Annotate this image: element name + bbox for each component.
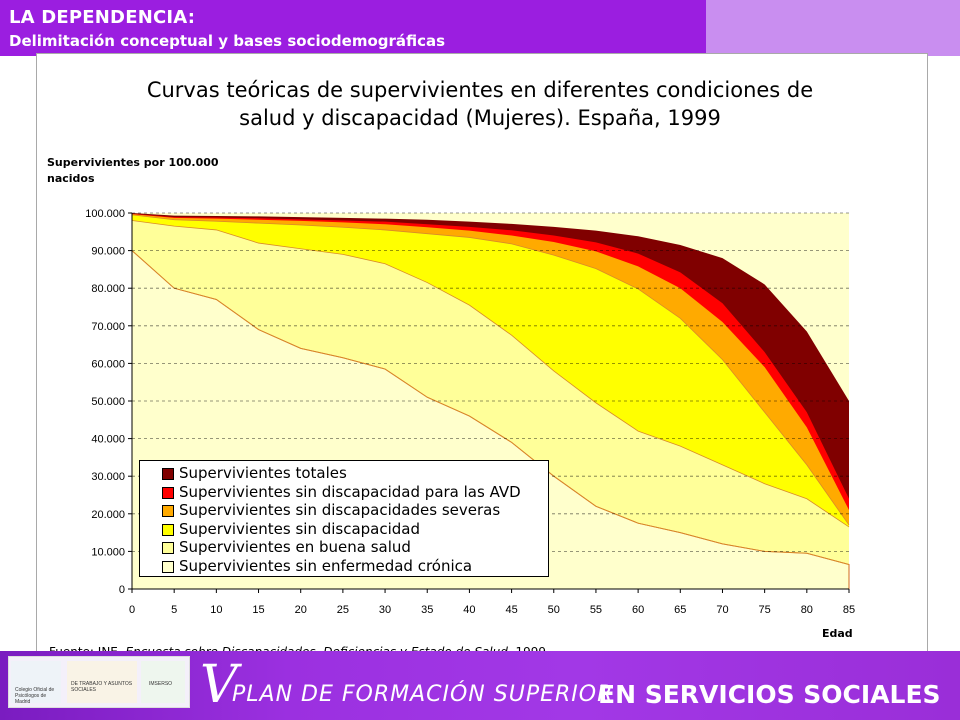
- y-tick-labels: 0 10.000 20.000 30.000 40.000 50.000 60.000 70.…: [85, 208, 132, 596]
- y-tick-label: 100.000: [85, 208, 125, 220]
- x-tick-label: 40: [463, 604, 475, 616]
- y-tick-label: 70.000: [91, 321, 125, 333]
- psychologists-college-logo: Colegio Oficial de Psicólogos de Madrid: [11, 661, 61, 705]
- x-tick-label: 70: [716, 604, 728, 616]
- header-title: LA DEPENDENCIA:: [9, 7, 196, 28]
- y-axis-label: Supervivientes por 100.000 nacidos: [47, 155, 247, 187]
- header-subtitle: Delimitación conceptual y bases sociodem…: [9, 32, 446, 50]
- legend-swatch: [162, 542, 174, 554]
- chart-title: Curvas teóricas de supervivientes en dif…: [0, 76, 960, 132]
- legend-label: Supervivientes en buena salud: [179, 538, 411, 556]
- x-tick-label: 5: [171, 604, 177, 616]
- x-tick-label: 35: [421, 604, 433, 616]
- y-tick-label: 40.000: [91, 434, 125, 446]
- ministry-logo: DE TRABAJO Y ASUNTOS SOCIALES: [67, 661, 137, 703]
- y-tick-label: 10.000: [91, 546, 125, 558]
- x-axis-label: Edad: [822, 627, 853, 640]
- x-tick-label: 55: [590, 604, 602, 616]
- x-tick-label: 75: [759, 604, 771, 616]
- y-axis-label-line-2: nacidos: [47, 172, 95, 185]
- x-tick-label: 0: [129, 604, 135, 616]
- x-tick-label: 85: [843, 604, 855, 616]
- legend-label: Supervivientes sin discapacidad para las…: [179, 482, 521, 501]
- legend-swatch: [162, 486, 174, 499]
- legend-swatch: [162, 560, 174, 573]
- legend-label: Supervivientes sin discapacidad: [179, 519, 421, 538]
- legend-swatch: [162, 523, 174, 536]
- legend-label: Supervivientes sin enfermedad crónica: [179, 556, 473, 575]
- footer-services-text: EN SERVICIOS SOCIALES: [598, 680, 941, 709]
- x-tick-labels: 0 5 10 15 20 25 30 35 40 45 50 55 60 65 70 75 80 85: [129, 589, 855, 616]
- x-tick-label: 60: [632, 604, 644, 616]
- imserso-logo: IMSERSO: [141, 661, 185, 703]
- chart-title-line-2: salud y discapacidad (Mujeres). España, …: [239, 106, 721, 130]
- y-tick-label: 80.000: [91, 283, 125, 295]
- area-series-4-edge: [131, 214, 850, 526]
- header-bar-right: [706, 0, 960, 56]
- legend: Supervivientes totales Supervivientes sin…: [139, 460, 549, 577]
- x-tick-label: 30: [379, 604, 391, 616]
- y-axis-label-line-1: Supervivientes por 100.000: [47, 156, 219, 169]
- x-tick-label: 25: [337, 604, 349, 616]
- logo-label-1: Colegio Oficial de Psicólogos de Madrid: [15, 687, 55, 705]
- sponsor-logos: Colegio Oficial de Psicólogos de Madrid …: [8, 656, 190, 708]
- header-bar: [0, 0, 706, 56]
- area-series-5-edge: [131, 220, 850, 528]
- x-tick-label: 50: [548, 604, 560, 616]
- logo-label-2: DE TRABAJO Y ASUNTOS SOCIALES: [71, 681, 133, 693]
- legend-swatch: [162, 505, 174, 517]
- y-tick-label: 90.000: [91, 246, 125, 258]
- logo-label-3: IMSERSO: [149, 681, 173, 687]
- y-tick-label: 0: [119, 584, 125, 596]
- x-tick-label: 80: [801, 604, 813, 616]
- footer-roman-numeral: V: [200, 655, 238, 715]
- y-tick-label: 50.000: [91, 396, 125, 408]
- legend-label: Supervivientes sin discapacidades severa…: [179, 501, 501, 519]
- x-tick-label: 45: [505, 604, 517, 616]
- y-tick-label: 20.000: [91, 509, 125, 521]
- x-tick-label: 65: [674, 604, 686, 616]
- chart-title-line-1: Curvas teóricas de supervivientes en dif…: [146, 78, 814, 102]
- y-tick-label: 30.000: [91, 471, 125, 483]
- footer-plan-text: PLAN DE FORMACIÓN SUPERIOR: [232, 682, 614, 707]
- legend-label: Supervivientes totales: [179, 464, 347, 482]
- x-tick-label: 15: [252, 604, 264, 616]
- y-tick-label: 60.000: [91, 358, 125, 370]
- x-tick-label: 10: [210, 604, 222, 616]
- legend-swatch: [162, 468, 174, 480]
- x-tick-label: 20: [295, 604, 307, 616]
- area-series-6-edge: [131, 250, 850, 565]
